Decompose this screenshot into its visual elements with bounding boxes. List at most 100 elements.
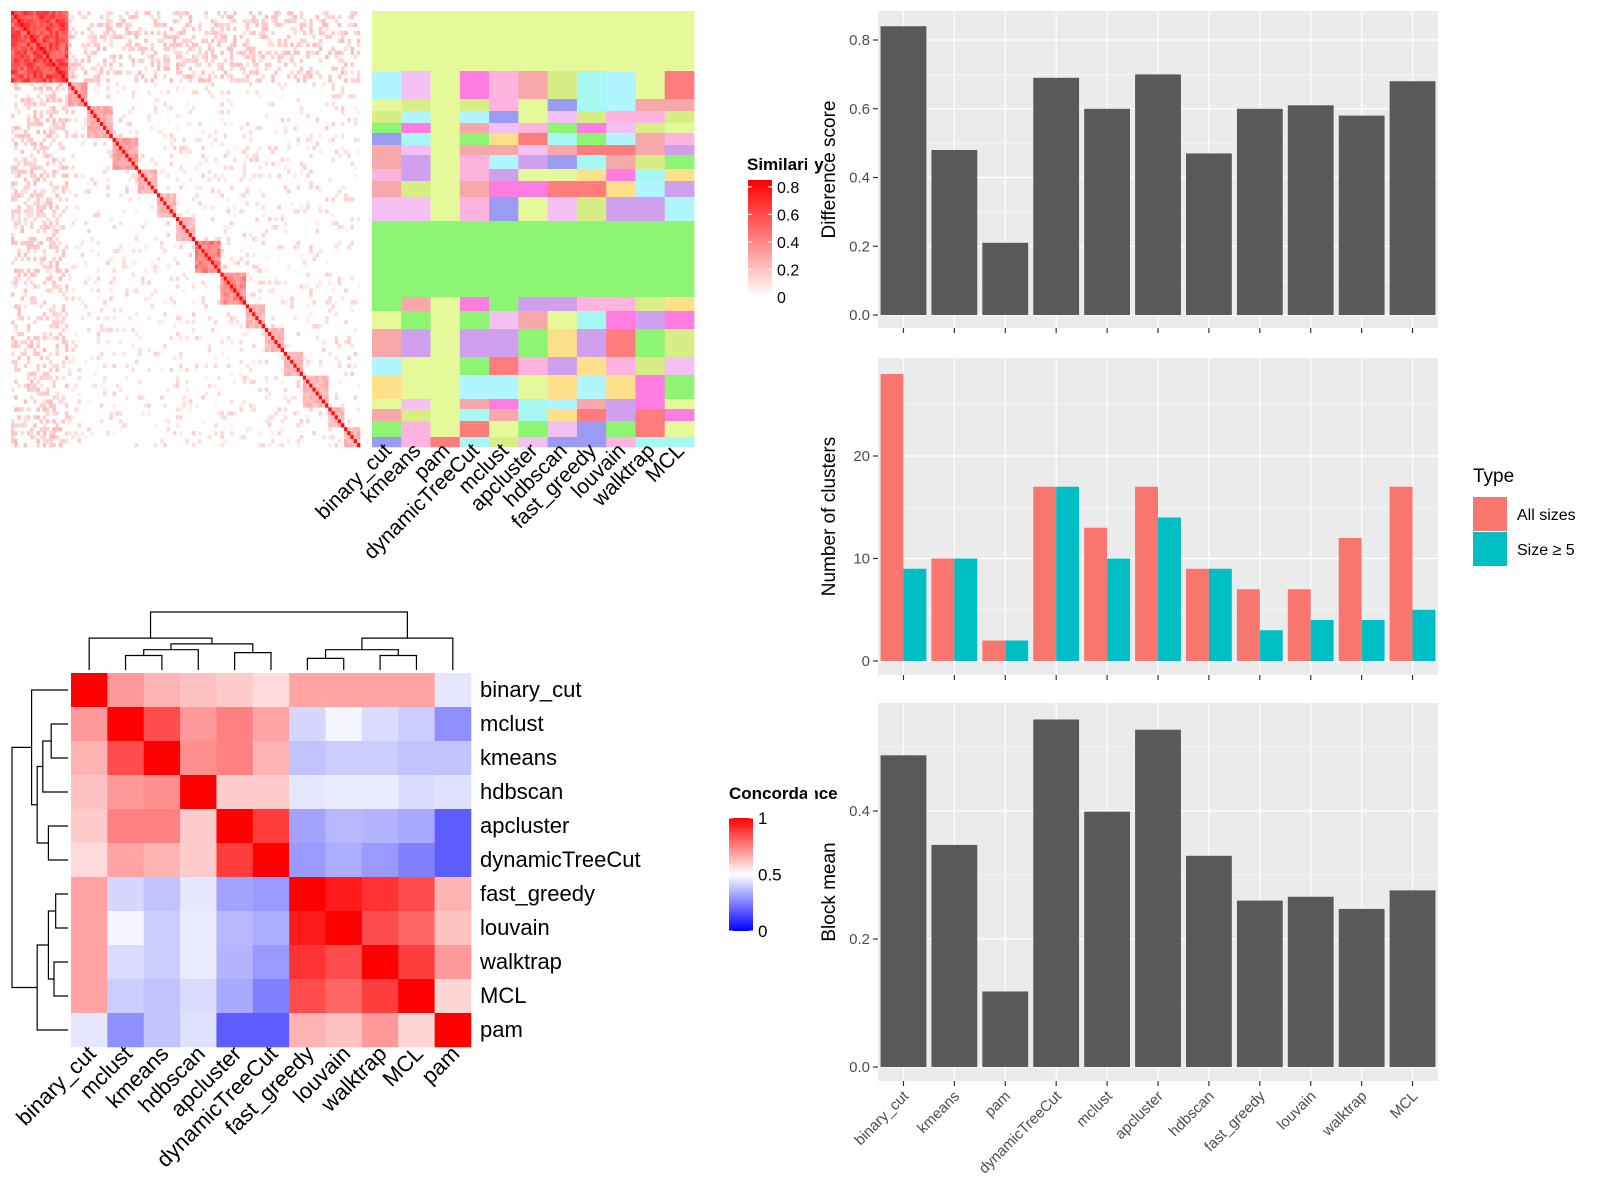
similarity-cell [264,375,269,380]
similarity-cell [122,34,126,40]
similarity-cell [96,74,101,79]
similarity-cell [64,14,69,20]
similarity-cell [204,86,209,91]
similarity-cell [20,193,24,198]
similarity-cell [17,209,21,214]
similarity-cell [309,351,313,357]
similarity-cell [283,367,288,372]
similarity-cell [42,347,47,353]
similarity-cell [239,371,243,376]
similarity-cell [14,256,18,262]
similarity-cell [11,280,15,285]
concordance-cell [216,1013,254,1048]
similarity-cell [274,343,278,349]
similarity-cell [52,118,56,123]
similarity-cell [99,419,104,424]
similarity-cell [204,284,209,289]
similarity-cell [245,304,250,309]
similarity-cell [204,54,209,59]
similarity-cell [223,153,228,158]
similarity-cell [55,324,59,329]
similarity-cell [87,133,91,139]
similarity-cell [20,22,24,28]
similarity-cell [179,54,183,59]
similarity-cell [334,94,339,99]
similarity-cell [169,205,174,210]
concordance-row-label: kmeans [480,745,557,770]
concordance-cell [325,1013,363,1048]
concordance-cell [180,945,217,980]
similarity-cell [163,193,167,198]
similarity-cell [49,22,53,28]
similarity-cell [172,137,177,143]
similarity-cell [185,379,189,384]
similarity-cell [125,70,129,75]
similarity-cell [14,106,18,111]
similarity-cell [20,74,24,79]
concordance-cell [398,911,435,946]
similarity-cell [233,272,237,277]
similarity-cell [45,161,50,166]
membership-cell [576,221,607,248]
similarity-cell [312,395,316,400]
similarity-cell [255,90,259,95]
similarity-cell [169,153,174,158]
similarity-cell [106,260,110,265]
membership-cell [372,11,402,72]
similarity-cell [36,66,40,71]
similarity-cell [99,121,104,127]
similarity-cell [229,431,234,436]
similarity-cell [347,197,351,202]
membership-cell [459,311,490,330]
membership-cell [664,437,695,448]
similarity-cell [160,22,164,28]
similarity-cell [296,351,301,357]
membership-cell [576,133,607,146]
similarity-cell [131,367,136,372]
similarity-cell [226,14,231,20]
similarity-cell [188,46,193,51]
similarity-cell [172,324,177,329]
similarity-cell [191,244,196,250]
similarity-cell [156,62,161,67]
similarity-cell [325,14,329,20]
similarity-cell [61,62,66,67]
similarity-cell [71,153,75,158]
membership-cell [606,311,636,330]
membership-cell [606,329,636,358]
similarity-cell [255,153,259,158]
similarity-cell [23,288,28,293]
similarity-cell [23,129,28,135]
similarity-cell [271,415,275,420]
similarity-cell [166,62,170,67]
similarity-cell [36,121,40,127]
similarity-cell [252,264,256,269]
similarity-cell [118,137,123,143]
similarity-cell [302,38,307,44]
similarity-cell [248,30,253,36]
similarity-cell [191,74,196,79]
similarity-cell [17,276,21,281]
similarity-cell [45,375,50,380]
similarity-cell [45,439,50,444]
similarity-cell [14,11,18,16]
similarity-cell [318,403,323,408]
similarity-cell [350,161,354,166]
similarity-cell [239,403,243,408]
similarity-cell [188,225,193,230]
similarity-cell [280,347,285,353]
similarity-cell [306,205,310,210]
similarity-cell [17,332,21,337]
similarity-cell [23,50,28,55]
similarity-cell [14,379,18,384]
similarity-cell [33,284,37,289]
similarity-cell [125,30,129,36]
similarity-cell [239,78,243,83]
similarity-cell [36,387,40,392]
similarity-cell [14,86,18,91]
similarity-cell [64,110,69,115]
similarity-cell [201,129,205,135]
membership-cell [518,329,549,358]
similarity-cell [36,34,40,40]
similarity-cell [328,443,332,448]
